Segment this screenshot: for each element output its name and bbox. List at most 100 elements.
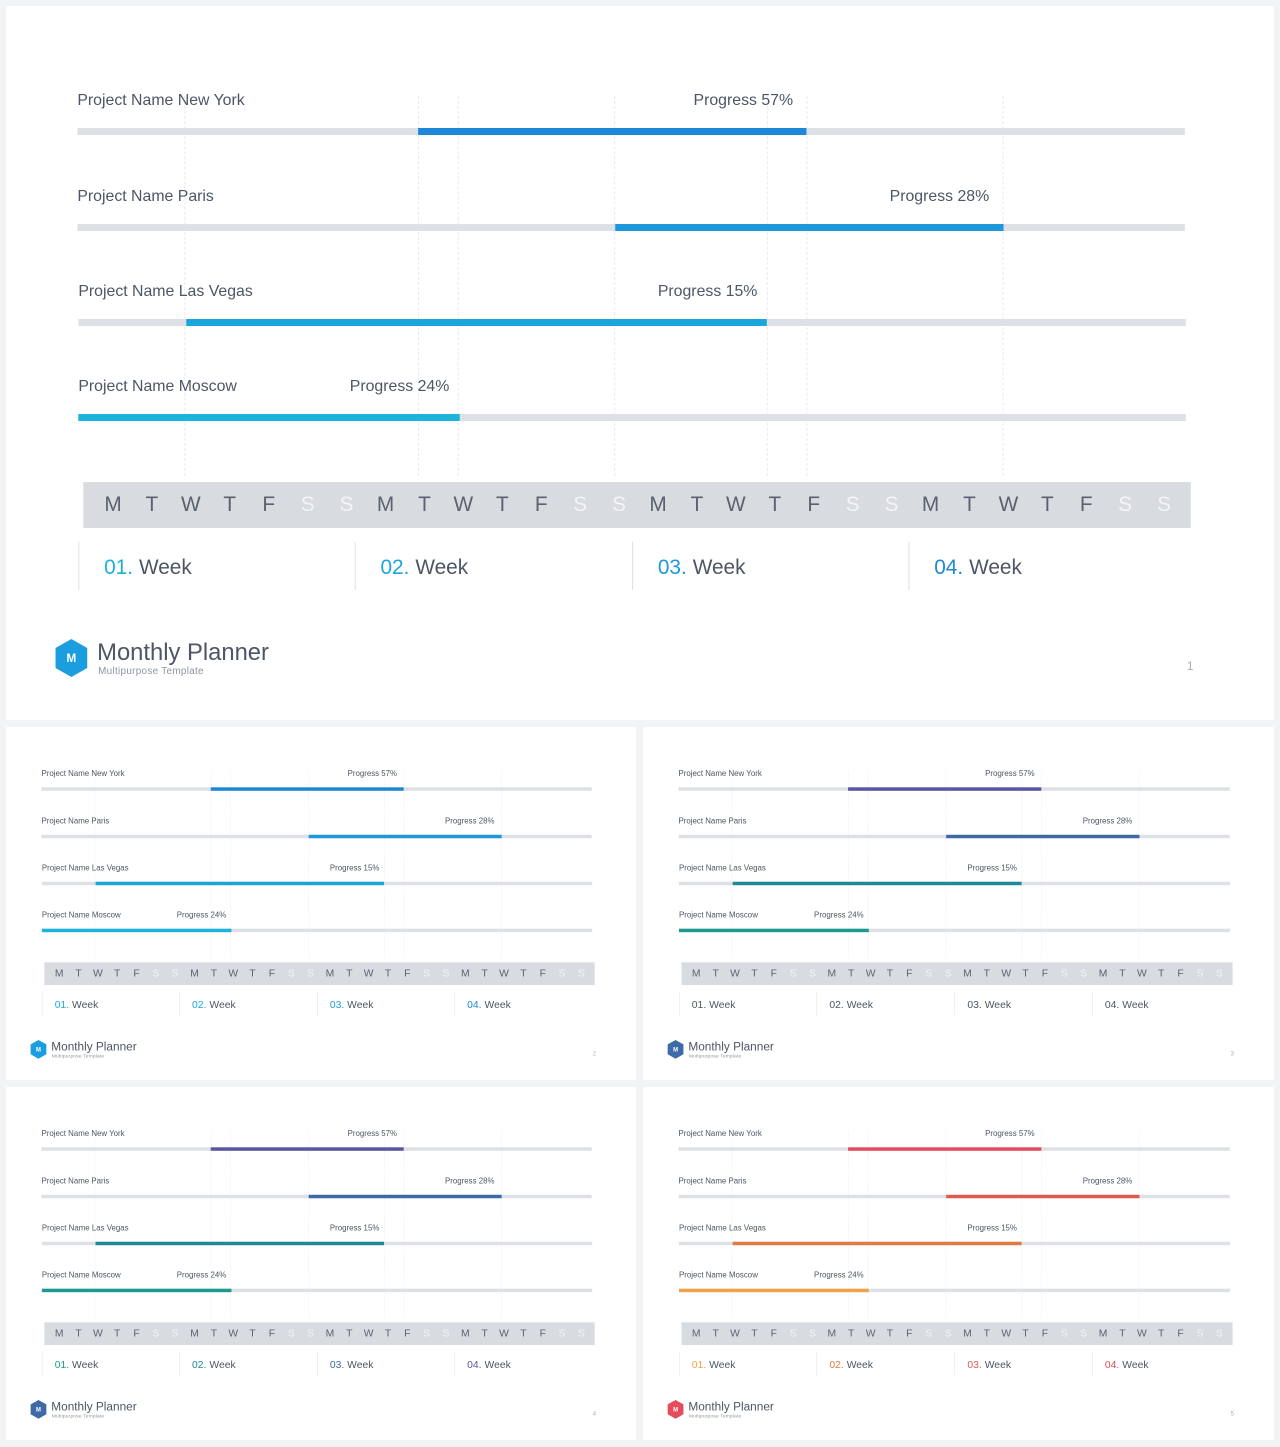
week-number: 01. [691, 1358, 707, 1371]
day-label: T [481, 1327, 488, 1340]
day-label: T [1158, 1327, 1165, 1340]
day-label: T [983, 1327, 991, 1340]
project-row: Project Name Moscow Progress 24% [78, 378, 1186, 421]
day-label: S [171, 1327, 179, 1340]
day-label: S [1118, 493, 1133, 516]
day-label: T [75, 1327, 82, 1340]
day-label: T [768, 493, 782, 516]
day-label: S [152, 1327, 160, 1340]
week-column: 03. Week [317, 1351, 454, 1376]
slide-5[interactable]: Project Name New York Progress 57% Project… [643, 1087, 1274, 1440]
week-number: 02. [192, 1358, 207, 1371]
day-label: T [384, 1327, 392, 1340]
progress-track [78, 414, 1186, 421]
day-label: M [1098, 967, 1108, 980]
week-number: 02. [829, 1358, 844, 1371]
week-number: 01. [691, 998, 707, 1011]
day-label: T [249, 1327, 256, 1340]
progress-track [678, 1194, 1230, 1199]
day-label: M [1098, 1327, 1108, 1340]
week-label: 03. Week [330, 999, 374, 1011]
project-name: Project Name Paris [77, 188, 214, 205]
week-column: 02. Week [179, 1351, 316, 1376]
day-label: F [133, 967, 140, 980]
week-word: Week [415, 556, 469, 579]
progress-bar-fill [418, 128, 807, 135]
week-label: 01. Week [692, 1359, 736, 1371]
day-label: W [730, 967, 740, 980]
day-label: W [181, 493, 201, 516]
day-label: T [1119, 1327, 1126, 1340]
project-row: Project Name Las Vegas Progress 15% [41, 864, 593, 886]
day-label: M [691, 1327, 701, 1340]
week-number: 03. [329, 998, 345, 1011]
day-label: F [539, 967, 546, 980]
progress-label: Progress 28% [445, 816, 495, 826]
week-number: 04. [1104, 1358, 1120, 1371]
week-label: 04. Week [934, 556, 1022, 580]
day-label: M [54, 1327, 64, 1340]
slide-2[interactable]: Project Name New York Progress 57% Project… [6, 727, 636, 1080]
week-label: 01. Week [55, 999, 99, 1011]
progress-track [78, 319, 1186, 326]
project-name: Project Name New York [41, 1129, 125, 1138]
slide-4[interactable]: Project Name New York Progress 57% Project… [6, 1087, 636, 1440]
progress-track [77, 128, 1185, 135]
project-row: Project Name New York Progress 57% [77, 92, 1185, 135]
day-label: S [1196, 967, 1204, 980]
day-label: S [287, 967, 295, 980]
day-label: T [1040, 493, 1054, 516]
slide-1[interactable]: Project Name New York Progress 57% Project… [6, 6, 1274, 720]
grid-guide-line [1002, 96, 1004, 476]
project-row: Project Name Moscow Progress 24% [41, 911, 593, 933]
week-number: 02. [380, 556, 410, 579]
progress-track [678, 881, 1231, 886]
progress-label: Progress 28% [1082, 1176, 1133, 1186]
day-label: T [1119, 967, 1126, 980]
grid-guide-line [418, 96, 420, 476]
day-label: M [325, 967, 335, 980]
day-label: S [1196, 1327, 1204, 1340]
day-label: T [520, 967, 527, 980]
week-word: Week [1122, 1358, 1149, 1371]
grid-guide-line [184, 96, 186, 476]
progress-bar-fill [41, 1288, 232, 1293]
day-label: F [1079, 493, 1093, 516]
hexagon-logo-icon: M [30, 1399, 48, 1419]
project-row: Project Name Las Vegas Progress 15% [678, 864, 1231, 886]
project-name: Project Name Paris [678, 816, 747, 826]
day-label: S [1080, 967, 1088, 980]
progress-bar-fill [848, 787, 1042, 791]
week-column: 04. Week [454, 1351, 591, 1376]
day-label: W [1136, 1327, 1147, 1340]
logo-letter: M [66, 651, 77, 665]
week-column: 04. Week [1092, 991, 1230, 1016]
day-label: M [325, 1327, 335, 1340]
week-word: Week [846, 998, 873, 1011]
slide-3[interactable]: Project Name New York Progress 57% Project… [643, 727, 1274, 1080]
day-label: T [848, 1327, 855, 1340]
day-label: T [712, 1327, 719, 1340]
progress-bar-fill [732, 881, 1022, 886]
day-label: F [133, 1327, 140, 1340]
week-label: 03. Week [967, 999, 1011, 1011]
day-label: S [925, 1327, 933, 1340]
day-label: S [884, 493, 899, 516]
day-label: M [190, 967, 199, 980]
day-label: W [363, 1327, 374, 1340]
week-number: 04. [934, 556, 964, 579]
day-label: W [730, 1327, 740, 1340]
page-number: 4 [592, 1409, 596, 1417]
week-column: 01. Week [41, 1351, 179, 1376]
day-label: S [573, 493, 588, 516]
day-label: S [1060, 967, 1068, 980]
progress-bar-fill [308, 1194, 502, 1199]
project-name: Project Name Moscow [78, 378, 237, 395]
brand-subtitle: Multipurpose Template [98, 666, 204, 677]
week-word: Week [209, 1358, 236, 1371]
week-word: Week [1122, 998, 1149, 1011]
progress-track [41, 1147, 592, 1151]
week-column: 04. Week [908, 542, 1184, 590]
day-label: M [461, 967, 470, 980]
